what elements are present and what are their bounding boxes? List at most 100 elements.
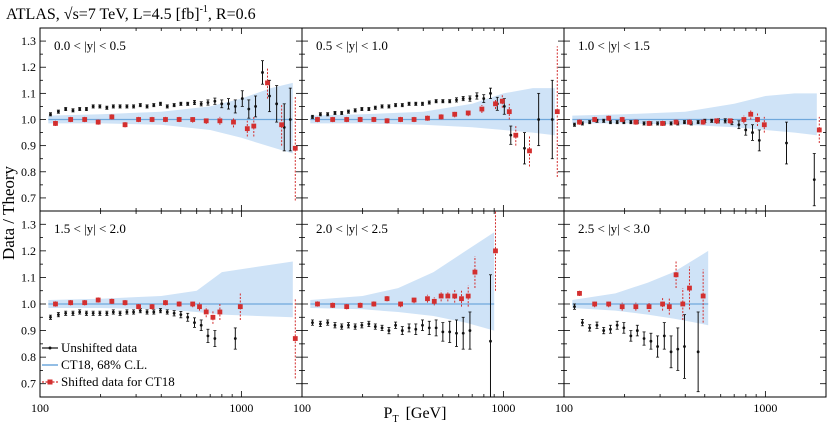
shifted-point [633, 119, 639, 125]
unshifted-point [240, 97, 244, 100]
x-tick-label: 100 [293, 401, 311, 415]
unshifted-point [676, 347, 680, 351]
unshifted-point [400, 329, 404, 332]
shifted-point [714, 118, 720, 124]
unshifted-point [537, 118, 541, 121]
shifted-point [554, 109, 560, 115]
uncertainty-band [310, 88, 555, 136]
panel-6: 100 1000 2.5 < |y| < 3.0 [555, 210, 827, 415]
shifted-point [330, 302, 336, 308]
unshifted-point [64, 107, 68, 111]
x-tick-label: 100 [31, 401, 49, 415]
unshifted-point [407, 326, 411, 330]
unshifted-point [615, 120, 619, 124]
shifted-point [217, 309, 223, 315]
shifted-point [577, 290, 582, 296]
unshifted-point [812, 178, 816, 182]
unshifted-point [261, 71, 264, 74]
unshifted-point [49, 112, 52, 116]
shifted-point [425, 296, 430, 302]
y-tick-label: 1.1 [21, 270, 36, 284]
unshifted-point [683, 120, 686, 124]
panel-title: 2.5 < |y| < 3.0 [578, 221, 650, 236]
unshifted-point [427, 101, 431, 104]
shifted-point [499, 98, 505, 104]
unshifted-point [333, 323, 337, 327]
panel-plot-area [310, 211, 498, 397]
unshifted-point [49, 315, 52, 319]
unshifted-point [145, 105, 149, 108]
unshifted-point [98, 311, 102, 315]
unshifted-point [220, 102, 224, 106]
unshifted-point [489, 339, 492, 343]
uncertainty-band [48, 261, 293, 318]
y-tick-label: 1.1 [21, 86, 36, 100]
y-tick-label: 1.3 [21, 34, 36, 48]
unshifted-point [57, 313, 60, 317]
y-tick-label: 0.7 [21, 191, 36, 205]
y-tick-label: 0.9 [21, 324, 36, 338]
unshifted-point [656, 345, 659, 348]
shifted-point [527, 148, 532, 154]
unshifted-point [118, 311, 122, 315]
panel-title: 0.5 < |y| < 1.0 [316, 38, 388, 53]
unshifted-point [696, 350, 700, 354]
shifted-point [231, 119, 236, 125]
panel-plot-area [572, 250, 709, 393]
x-tick-label: 1000 [753, 401, 777, 415]
unshifted-point [502, 105, 506, 108]
unshifted-point [132, 310, 135, 314]
unshifted-point [407, 102, 411, 106]
shifted-point [619, 304, 625, 310]
unshifted-point [275, 102, 279, 106]
shifted-point [411, 117, 417, 122]
unshifted-point [145, 310, 149, 314]
unshifted-point [319, 322, 322, 326]
unshifted-point [165, 105, 169, 108]
unshifted-point [91, 105, 95, 108]
unshifted-point [414, 102, 418, 106]
shifted-point [68, 117, 74, 122]
shifted-point [292, 336, 298, 341]
unshifted-point [172, 103, 176, 107]
shifted-point [109, 114, 115, 120]
panel-plot-area [572, 93, 822, 207]
unshifted-point [132, 105, 135, 108]
unshifted-point [247, 107, 251, 111]
unshifted-point [434, 99, 438, 103]
shifted-point [315, 301, 320, 307]
unshifted-point [138, 103, 142, 107]
x-axis-label-subscript: T [392, 414, 398, 424]
unshifted-point [233, 337, 237, 340]
shifted-point [95, 119, 101, 125]
unshifted-point [629, 120, 633, 124]
unshifted-point [455, 98, 458, 102]
unshifted-point [199, 102, 203, 106]
shifted-point [244, 126, 250, 132]
unshifted-point [186, 102, 190, 106]
unshifted-point [588, 326, 592, 330]
shifted-point [452, 111, 458, 117]
unshifted-point [193, 101, 196, 104]
unshifted-point [206, 101, 210, 104]
unshifted-point [642, 337, 646, 340]
unshifted-point [165, 310, 169, 314]
shifted-point [452, 293, 458, 299]
x-axis-label: PT [GeV] [384, 405, 447, 424]
unshifted-point [152, 103, 156, 107]
unshifted-point [489, 91, 492, 95]
unshifted-point [78, 107, 82, 111]
shifted-point [82, 117, 88, 122]
shifted-point [279, 122, 285, 128]
shifted-point [816, 127, 822, 133]
unshifted-point [111, 105, 115, 108]
unshifted-point [441, 99, 445, 103]
unshifted-point [78, 310, 82, 314]
unshifted-point [213, 99, 217, 103]
unshifted-point [367, 322, 371, 326]
unshifted-point [710, 119, 714, 123]
shifted-point [82, 300, 88, 306]
shifted-point [592, 117, 598, 122]
legend-unshifted-marker [48, 346, 52, 350]
unshifted-point [615, 323, 619, 327]
